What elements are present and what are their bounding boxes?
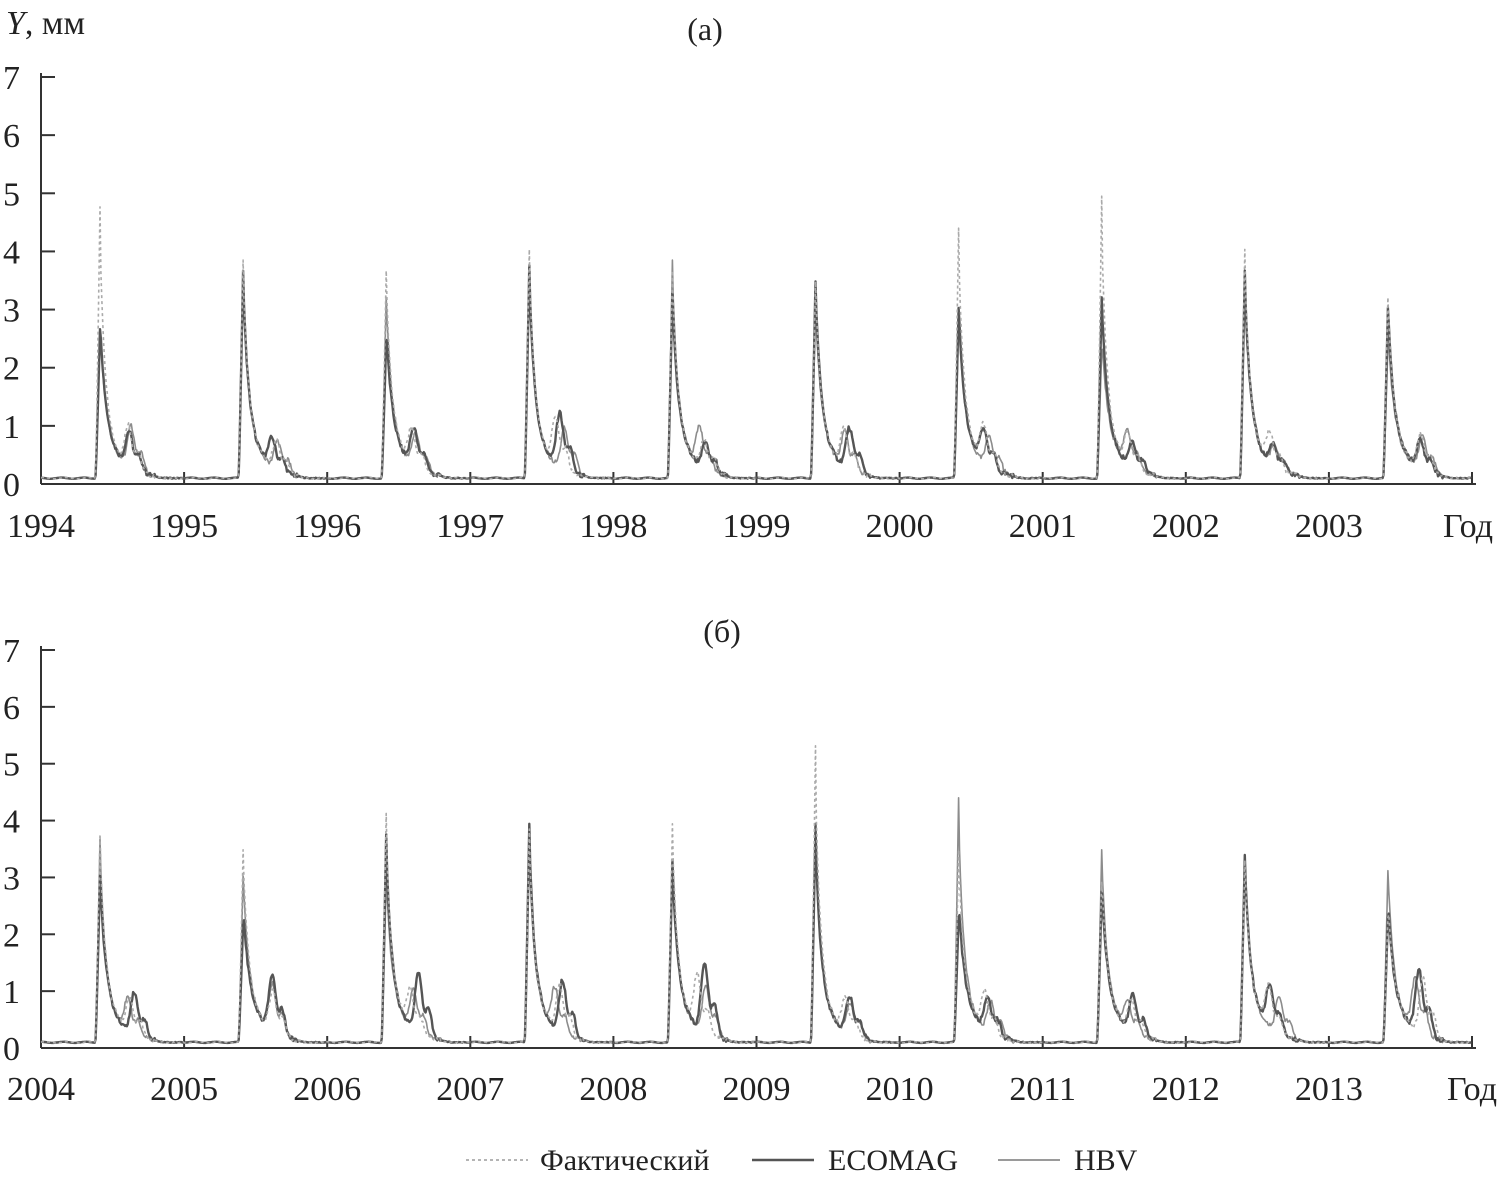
x-tick-label: 2000 xyxy=(866,508,934,545)
panel-title: (б) xyxy=(703,613,741,649)
y-axis-label: Y, мм xyxy=(6,5,85,42)
y-tick-label: 1 xyxy=(3,409,20,446)
y-tick-label: 7 xyxy=(3,633,20,670)
series-line-ecomag xyxy=(40,822,1472,1045)
x-tick-label: 2007 xyxy=(436,1071,504,1108)
x-tick-label: 1995 xyxy=(150,508,218,545)
x-tick-label: 2011 xyxy=(1009,1071,1076,1108)
x-tick-label: 2001 xyxy=(1009,508,1077,545)
x-tick-label: 2012 xyxy=(1152,1071,1220,1108)
x-tick-label: 2009 xyxy=(723,1071,791,1108)
y-axis-unit: , мм xyxy=(25,5,85,42)
x-axis-label: Год xyxy=(1447,1071,1497,1108)
y-tick-label: 6 xyxy=(3,690,20,727)
y-tick-label: 6 xyxy=(3,118,20,155)
x-tick-label: 1999 xyxy=(723,508,791,545)
y-tick-label: 5 xyxy=(3,747,20,784)
panel-b: 0 1 2 3 4 5 6 7 2004 2005 2006 2007 2008 2009 2010 2011… xyxy=(3,613,1497,1108)
legend-entry-label: Фактический xyxy=(540,1144,710,1177)
y-tick-label: 0 xyxy=(3,467,20,504)
x-tick-label: 1997 xyxy=(436,508,504,545)
x-tick-label: 2010 xyxy=(866,1071,934,1108)
x-axis-label: Год xyxy=(1443,508,1493,545)
series-line-observed xyxy=(40,195,1472,480)
y-tick-label: 4 xyxy=(3,234,20,271)
x-tick-label: 1998 xyxy=(579,508,647,545)
x-tick-label: 2003 xyxy=(1295,508,1363,545)
x-tick-label: 1996 xyxy=(293,508,361,545)
y-tick-label: 0 xyxy=(3,1031,20,1068)
x-tick-label: 2002 xyxy=(1152,508,1220,545)
legend: Фактический ECOMAG HBV xyxy=(466,1144,1138,1177)
x-tick-label: 2008 xyxy=(579,1071,647,1108)
panel-title: (a) xyxy=(687,11,723,47)
legend-entry-label: ECOMAG xyxy=(828,1144,958,1177)
y-tick-label: 4 xyxy=(3,804,20,841)
series-line-observed xyxy=(40,744,1472,1044)
y-tick-label: 5 xyxy=(3,176,20,213)
x-tick-label: 2004 xyxy=(7,1071,75,1108)
y-tick-label: 2 xyxy=(3,917,20,954)
legend-entry-label: HBV xyxy=(1074,1144,1138,1177)
y-tick-label: 3 xyxy=(3,293,20,330)
y-axis-var: Y xyxy=(6,5,28,42)
x-tick-label: 2006 xyxy=(293,1071,361,1108)
y-tick-label: 7 xyxy=(3,60,20,97)
y-tick-label: 1 xyxy=(3,974,20,1011)
x-tick-label: 2005 xyxy=(150,1071,218,1108)
series-line-ecomag xyxy=(40,264,1472,480)
panel-a: 0 1 2 3 4 5 6 7 1994 1995 1996 1997 1998 1999 2000 2001… xyxy=(3,5,1493,545)
x-tick-label: 2013 xyxy=(1295,1071,1363,1108)
y-tick-label: 2 xyxy=(3,351,20,388)
y-tick-label: 3 xyxy=(3,860,20,897)
series-line-hbv xyxy=(40,259,1472,480)
x-tick-label: 1994 xyxy=(7,508,75,545)
